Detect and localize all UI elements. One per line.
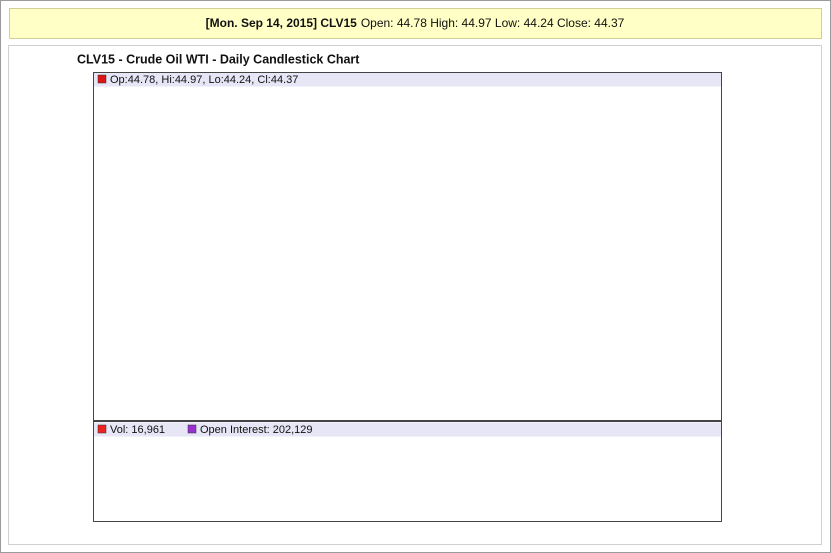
price-plot-bg [93, 72, 722, 421]
legends: Op:44.78, Hi:44.97, Lo:44.24, Cl:44.37 V… [93, 72, 722, 437]
quote-date-symbol: [Mon. Sep 14, 2015] CLV15 [206, 16, 357, 30]
price-legend-strip [93, 72, 722, 87]
volume-legend-swatch [97, 424, 107, 434]
oi-legend: Open Interest: 202,129 [200, 424, 313, 436]
quote-values: Open: 44.78 High: 44.97 Low: 44.24 Close… [361, 16, 625, 30]
volume-plot-bg [93, 422, 722, 522]
volume-legend-strip [93, 422, 722, 437]
quote-text: [Mon. Sep 14, 2015] CLV15 Open: 44.78 Hig… [206, 16, 625, 30]
oi-legend-swatch [187, 424, 197, 434]
quote-banner [9, 8, 822, 39]
price-plot-frame [93, 72, 722, 421]
volume-legend: Vol: 16,961 [110, 424, 165, 436]
volume-plot-frame [93, 421, 722, 522]
price-legend-swatch [97, 74, 107, 84]
price-legend: Op:44.78, Hi:44.97, Lo:44.24, Cl:44.37 [110, 74, 298, 86]
chart-title: CLV15 - Crude Oil WTI - Daily Candlestic… [77, 52, 360, 66]
